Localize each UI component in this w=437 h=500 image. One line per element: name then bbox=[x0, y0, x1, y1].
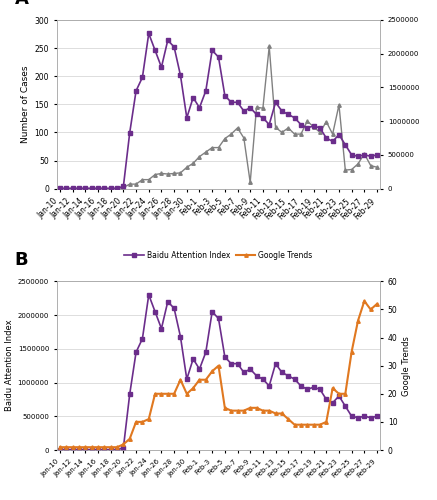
Line: Baidu Attention Index: Baidu Attention Index bbox=[58, 32, 379, 190]
Y-axis label: Baidu Attention Index: Baidu Attention Index bbox=[4, 320, 14, 412]
Baidu Attention Index bbox=[292, 376, 297, 382]
Baidu Attention Index bbox=[375, 414, 380, 420]
Baidu Attention Index bbox=[375, 152, 380, 158]
New death cases bbox=[159, 170, 164, 176]
New death cases bbox=[57, 186, 62, 192]
New death cases bbox=[153, 172, 158, 177]
New death cases bbox=[375, 164, 380, 170]
Baidu Attention Index bbox=[368, 414, 373, 420]
Line: New death cases: New death cases bbox=[58, 44, 379, 191]
New death cases bbox=[127, 181, 132, 187]
Google Trends bbox=[153, 391, 158, 397]
Baidu Attention Index bbox=[57, 186, 62, 192]
Line: Google Trends: Google Trends bbox=[58, 300, 379, 449]
Baidu Attention Index bbox=[292, 115, 297, 121]
Baidu Attention Index bbox=[165, 37, 170, 43]
Line: Baidu Attention Index: Baidu Attention Index bbox=[58, 293, 379, 452]
Baidu Attention Index bbox=[146, 292, 151, 298]
Baidu Attention Index bbox=[146, 30, 151, 36]
New death cases bbox=[292, 131, 297, 137]
New death cases bbox=[267, 44, 272, 50]
Baidu Attention Index bbox=[127, 130, 132, 136]
Baidu Attention Index bbox=[159, 326, 164, 332]
Google Trends bbox=[127, 436, 132, 442]
Legend: Baidu Attention Index, Google Trends: Baidu Attention Index, Google Trends bbox=[121, 248, 316, 263]
Text: A: A bbox=[15, 0, 29, 8]
Baidu Attention Index bbox=[273, 360, 278, 366]
Baidu Attention Index bbox=[57, 446, 62, 452]
Google Trends bbox=[267, 408, 272, 414]
Google Trends bbox=[159, 391, 164, 397]
Baidu Attention Index bbox=[159, 64, 164, 70]
Baidu Attention Index bbox=[273, 100, 278, 105]
Baidu Attention Index bbox=[165, 298, 170, 304]
Google Trends bbox=[57, 444, 62, 450]
Google Trends bbox=[368, 306, 373, 312]
Google Trends bbox=[362, 298, 367, 304]
Legend: New death cases, Baidu Attention Index: New death cases, Baidu Attention Index bbox=[116, 0, 321, 2]
Y-axis label: Number of Cases: Number of Cases bbox=[21, 66, 31, 143]
Text: B: B bbox=[15, 251, 28, 269]
Baidu Attention Index bbox=[368, 154, 373, 160]
Y-axis label: Google Trends: Google Trends bbox=[402, 336, 411, 396]
Google Trends bbox=[286, 416, 291, 422]
New death cases bbox=[273, 124, 278, 130]
Baidu Attention Index bbox=[127, 391, 132, 397]
Google Trends bbox=[375, 301, 380, 307]
New death cases bbox=[368, 162, 373, 168]
